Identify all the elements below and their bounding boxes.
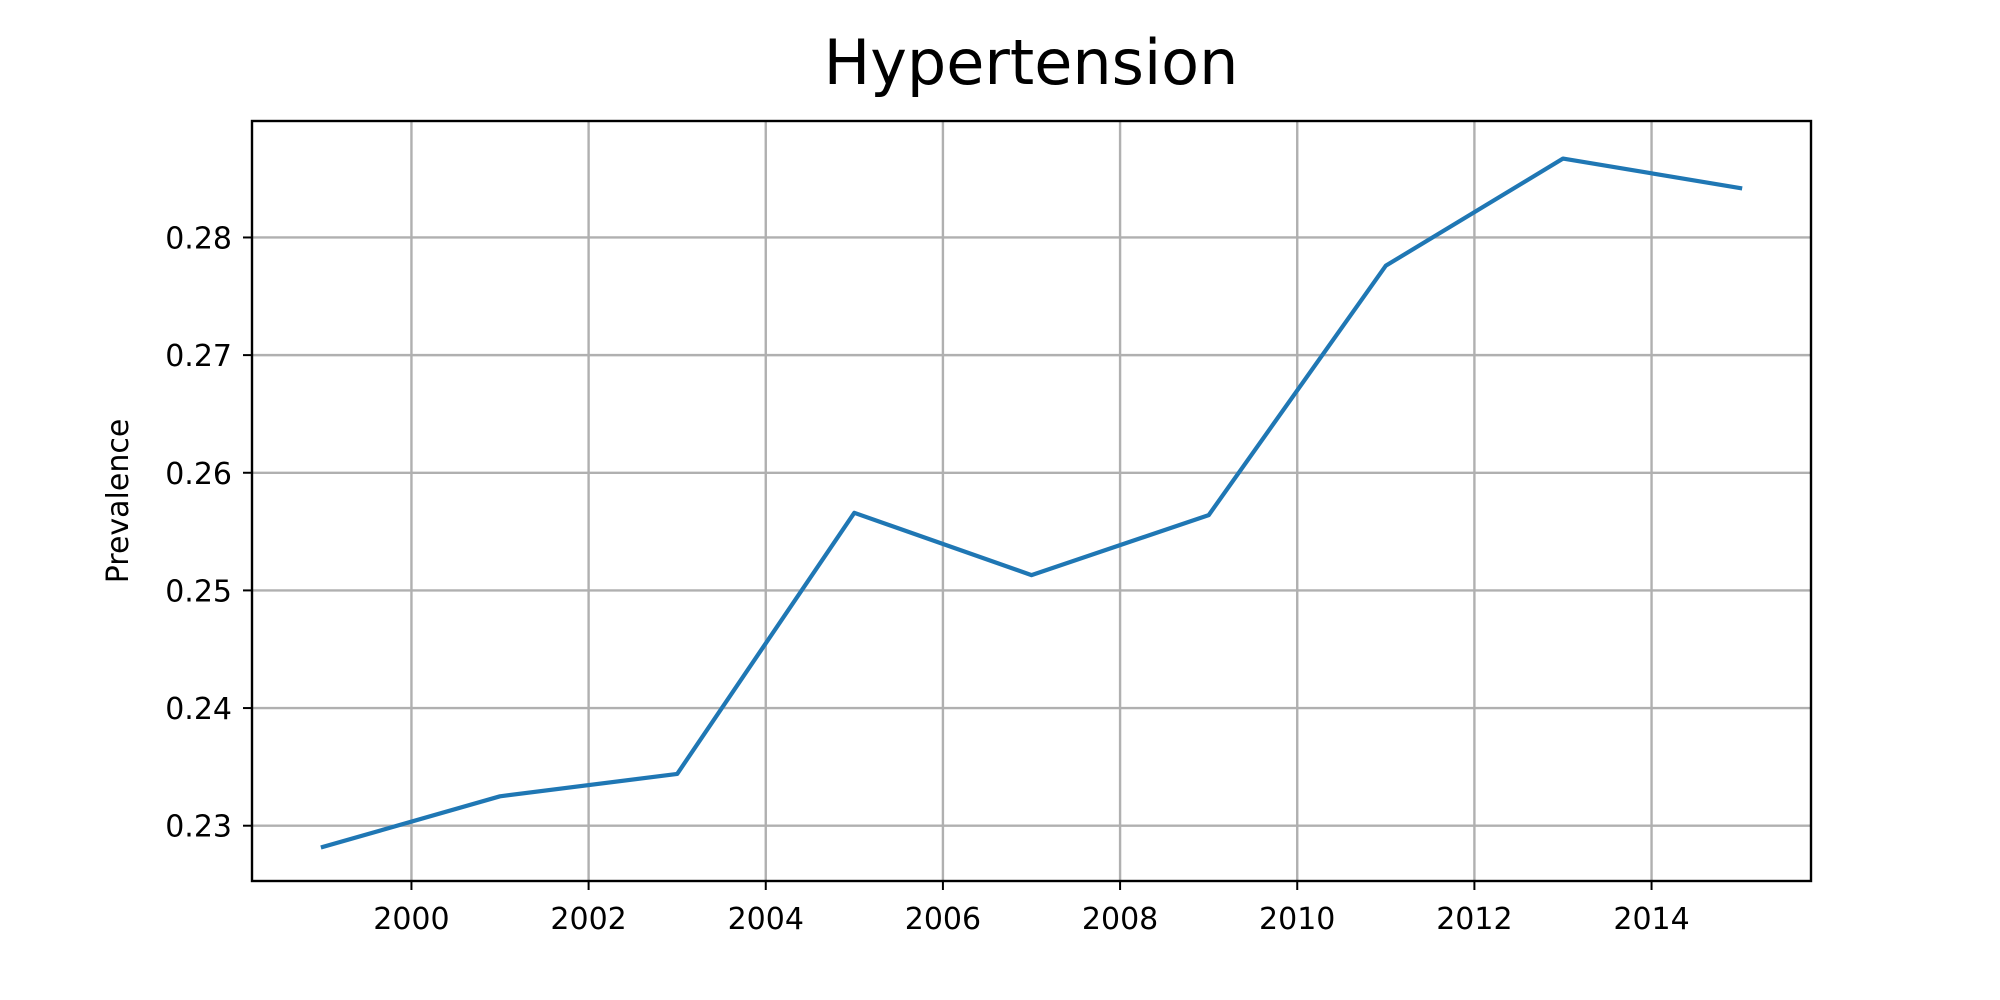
chart-title: Hypertension — [824, 26, 1239, 99]
plot-frame — [250, 119, 1813, 883]
y-tick-label: 0.26 — [165, 457, 232, 492]
y-axis-label: Prevalence — [101, 419, 136, 584]
axis-ticks: 2000 2002 2004 2006 2008 2010 2012 2014 0.23 0.24… — [165, 221, 1690, 937]
x-tick-label: 2012 — [1436, 902, 1512, 937]
y-tick-label: 0.28 — [165, 221, 232, 256]
y-tick-label: 0.25 — [165, 574, 232, 609]
y-tick-label: 0.23 — [165, 810, 232, 845]
x-tick-label: 2004 — [728, 902, 804, 937]
x-tick-label: 2006 — [905, 902, 981, 937]
x-tick-label: 2000 — [373, 902, 449, 937]
grid-lines — [252, 121, 1811, 881]
x-tick-label: 2014 — [1613, 902, 1689, 937]
x-tick-label: 2002 — [550, 902, 626, 937]
y-tick-label: 0.24 — [165, 692, 232, 727]
series-layer — [320, 156, 1743, 850]
y-tick-label: 0.27 — [165, 339, 232, 374]
x-tick-label: 2008 — [1082, 902, 1158, 937]
x-tick-label: 2010 — [1259, 902, 1335, 937]
series-line — [320, 156, 1743, 850]
